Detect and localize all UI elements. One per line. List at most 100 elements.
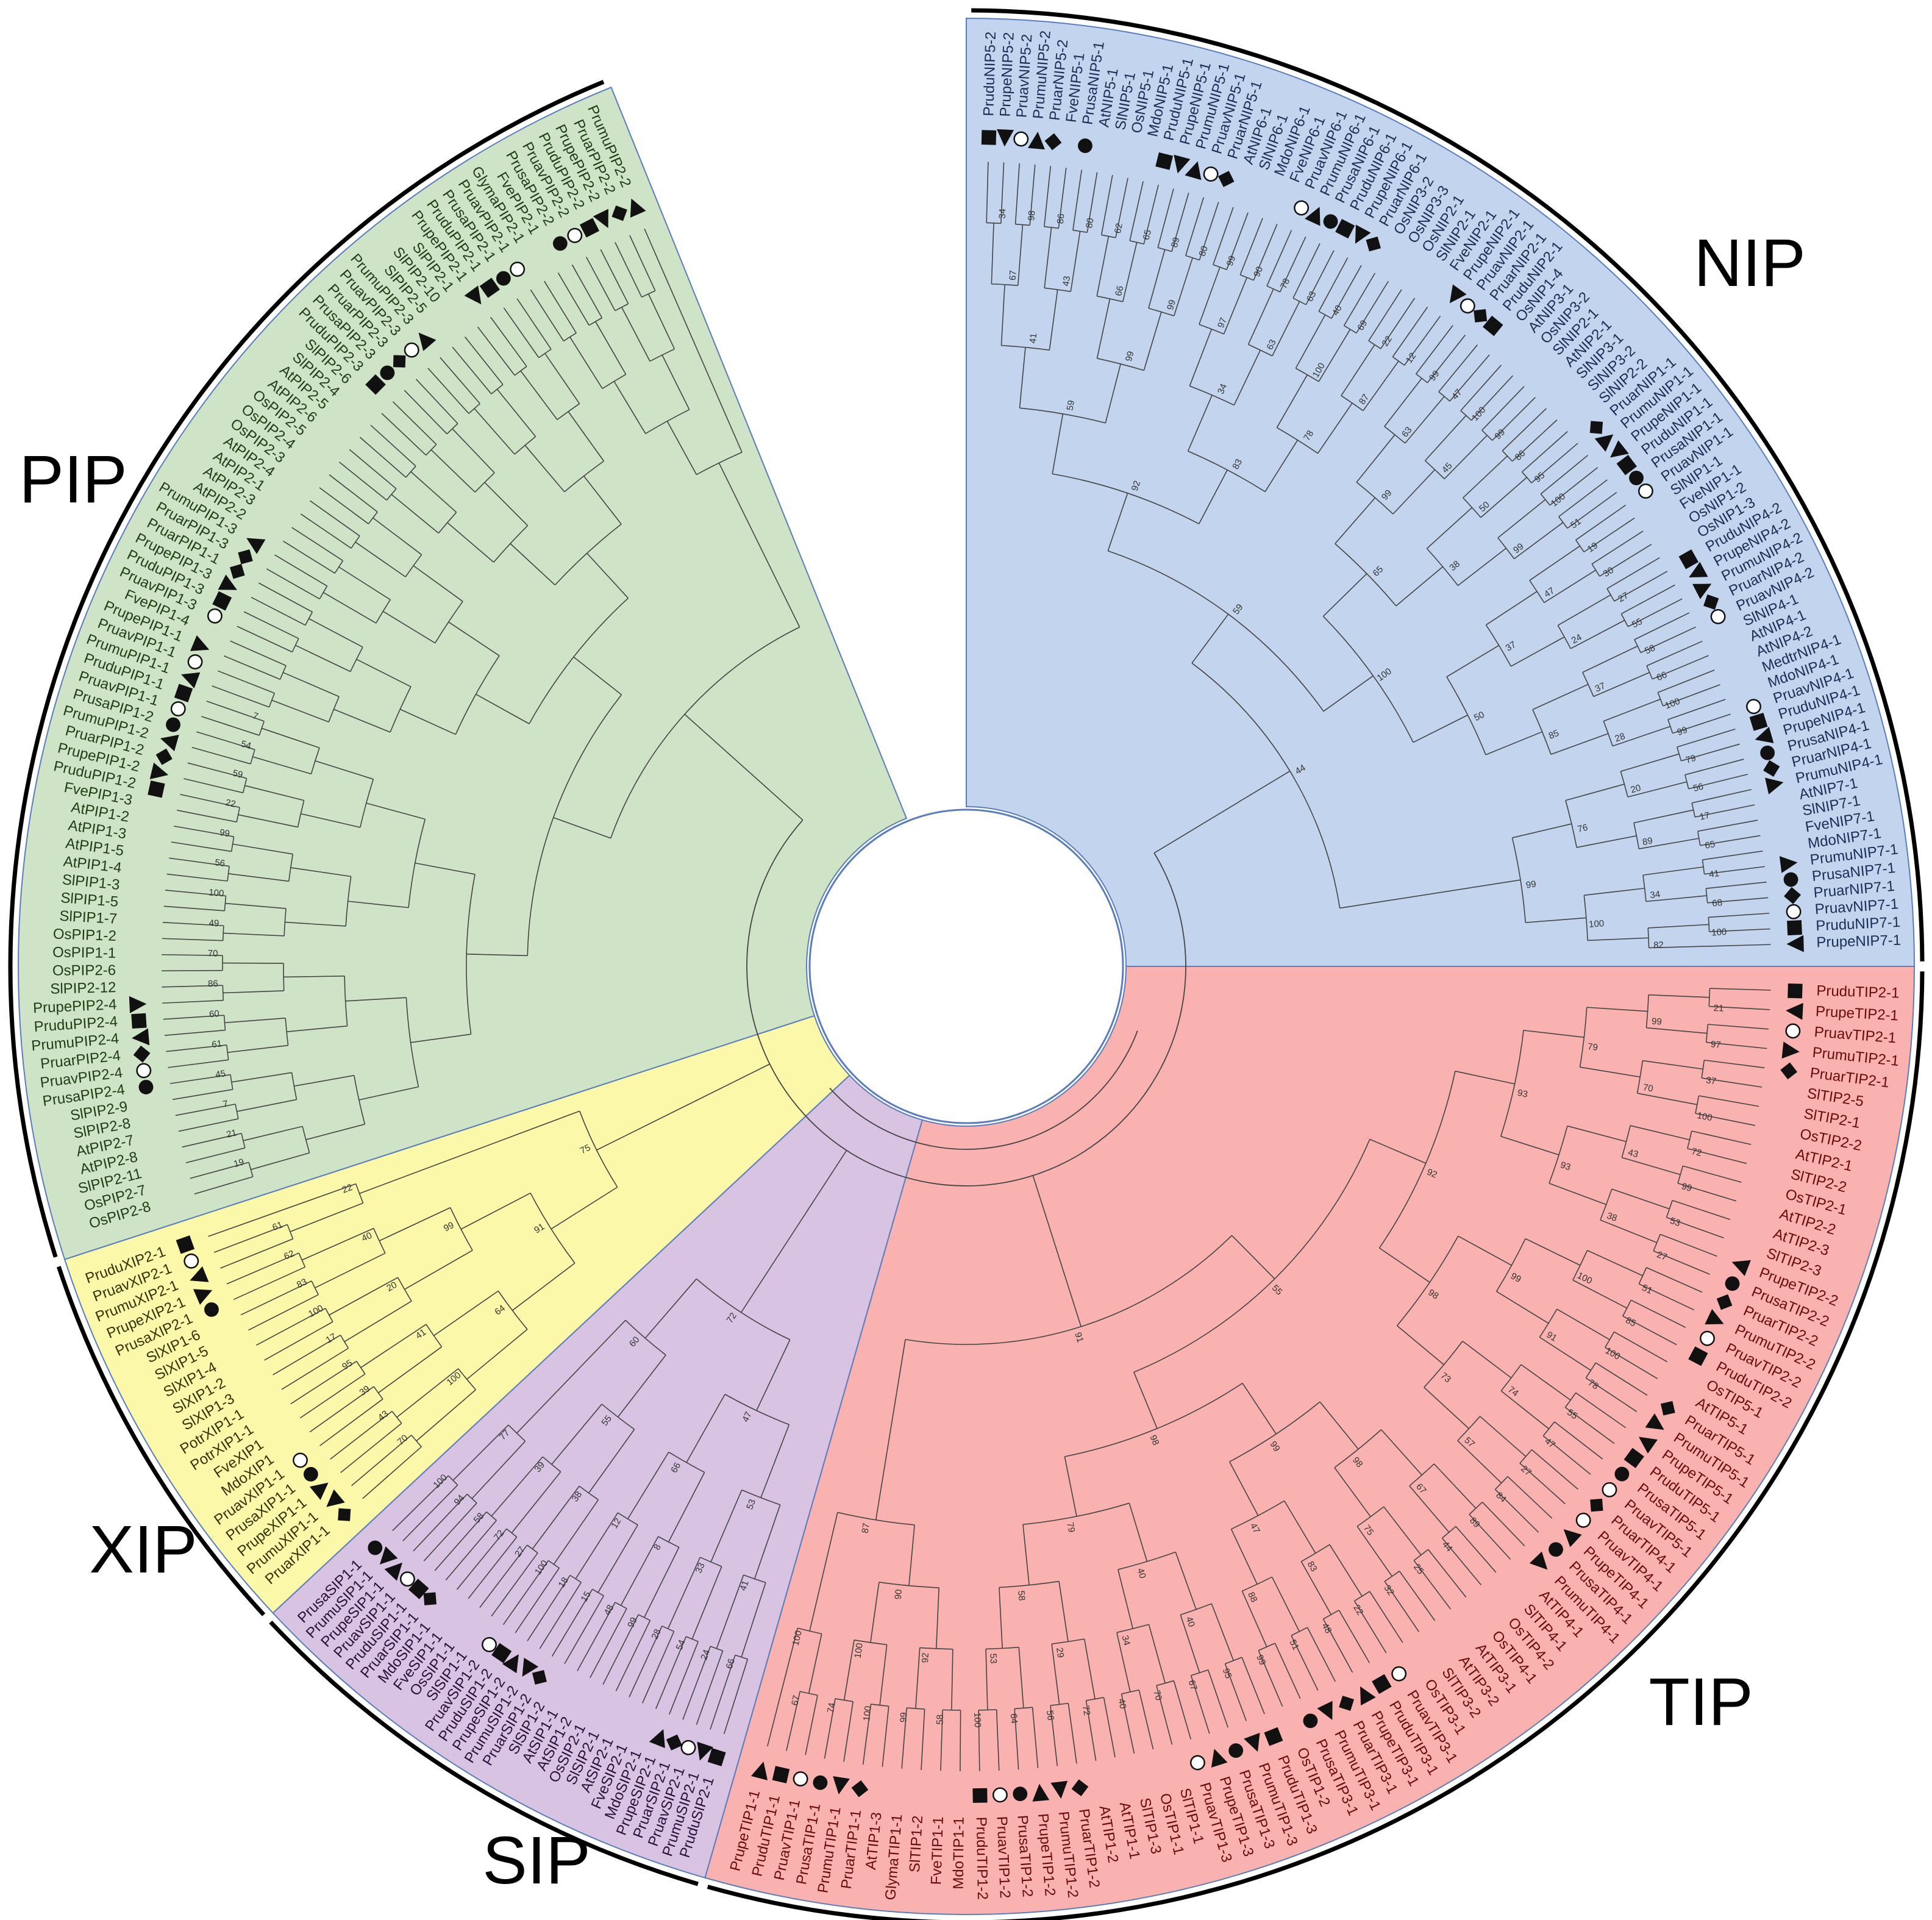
sip-title: SIP [482, 1823, 590, 1898]
branch [1058, 1581, 1069, 1642]
branch [516, 1319, 626, 1434]
triangle-marker [522, 1657, 539, 1677]
hollow-circle-marker [793, 1771, 808, 1786]
branch [1258, 1650, 1283, 1707]
leaf-label: MdoTIP1-1 [950, 1817, 968, 1890]
bootstrap-value: 86 [208, 979, 218, 990]
branch [1175, 1552, 1197, 1610]
bootstrap-value: 78 [1278, 277, 1292, 290]
bootstrap-value: 40 [1135, 1567, 1148, 1580]
branch [1239, 218, 1263, 276]
bootstrap-value: 89 [1169, 236, 1182, 249]
branch [551, 1404, 602, 1465]
branch [163, 1015, 224, 1020]
branch [1702, 1077, 1763, 1088]
bootstrap-value: 59 [1231, 602, 1246, 617]
square-marker [1678, 549, 1699, 569]
branch [585, 257, 616, 311]
bootstrap-value: 74 [1506, 1384, 1520, 1399]
branch [1627, 598, 1683, 627]
branch [1599, 544, 1652, 577]
diamond-marker [229, 563, 245, 579]
triangle-marker [181, 672, 201, 689]
branch [378, 1346, 443, 1394]
branch [1611, 1188, 1670, 1210]
branch [1383, 1506, 1422, 1555]
branch [564, 1595, 604, 1665]
triangle-marker [1779, 856, 1798, 873]
branch [315, 760, 374, 780]
branch-arc [1101, 234, 1116, 238]
branch-arc [223, 1015, 226, 1030]
diamond-marker [1590, 1498, 1603, 1512]
leaf-label: PrupePIP2-4 [33, 996, 118, 1016]
branch [476, 693, 530, 724]
branch [1593, 672, 1650, 698]
branch [471, 1441, 526, 1499]
branch [294, 1075, 354, 1087]
inverted-triangle-marker [1755, 726, 1774, 743]
branch [1424, 415, 1467, 462]
branch [1556, 1308, 1610, 1340]
bootstrap-value: 99 [1511, 541, 1526, 556]
square-marker [212, 591, 232, 611]
branch [413, 1493, 468, 1552]
circle-marker [368, 1540, 383, 1555]
branch [477, 326, 515, 376]
branch-arc [466, 874, 476, 1035]
bootstrap-value: 44 [1294, 763, 1308, 777]
branch [290, 1360, 357, 1405]
branch [1153, 770, 1291, 854]
branch-arc [1354, 1591, 1371, 1602]
branch-arc [506, 1528, 518, 1538]
branch [448, 621, 500, 657]
branch-arc [345, 876, 352, 927]
circle-marker [1614, 1466, 1630, 1482]
bootstrap-value: 69 [1355, 318, 1369, 332]
branch [404, 390, 447, 435]
branch [544, 353, 580, 404]
branch-arc [649, 348, 675, 362]
branch [551, 1187, 618, 1230]
bootstrap-value: 66 [724, 1657, 737, 1670]
branch [613, 381, 646, 434]
branch [287, 1025, 348, 1033]
branch [577, 1602, 616, 1671]
branch [220, 1238, 293, 1269]
branch [1369, 1591, 1403, 1643]
bootstrap-value: 66 [1113, 285, 1125, 297]
branch [669, 1641, 699, 1715]
branch [1446, 644, 1500, 677]
branch-arc [1549, 1126, 1568, 1184]
bootstrap-value: 72 [1691, 1146, 1703, 1158]
branch [1207, 1669, 1228, 1728]
branch [1032, 1175, 1082, 1327]
branch-arc [435, 601, 463, 644]
branch [1356, 434, 1396, 483]
branch [191, 746, 251, 765]
branch [1000, 162, 1005, 224]
inverted-triangle-marker [149, 762, 169, 780]
branch [1438, 344, 1478, 393]
branch [164, 1029, 226, 1036]
bootstrap-value: 63 [1305, 290, 1319, 304]
square-marker [176, 1235, 195, 1254]
branch [985, 1649, 988, 1710]
branch-arc [919, 1647, 953, 1650]
leaf-label: SlPIP2-12 [50, 979, 116, 997]
bootstrap-value: 43 [1061, 276, 1072, 287]
bootstrap-value: 90 [893, 1589, 904, 1600]
branch-arc [837, 1511, 915, 1526]
branch [1019, 347, 1026, 409]
branch [496, 388, 536, 437]
bootstrap-value: 29 [1054, 1647, 1066, 1658]
branch [642, 1631, 675, 1704]
branch [174, 826, 234, 838]
bootstrap-value: 59 [232, 768, 244, 780]
bootstrap-values: 34 98 86 80 62 65 89 80 99 90 78 63 40 69 22 12 99 47 100 9… [208, 209, 1727, 1728]
branch-arc [538, 349, 552, 359]
branch [1291, 1635, 1319, 1691]
branch-arc [1646, 665, 1653, 680]
branch [1672, 1199, 1731, 1220]
xip-sector [63, 1015, 850, 1614]
